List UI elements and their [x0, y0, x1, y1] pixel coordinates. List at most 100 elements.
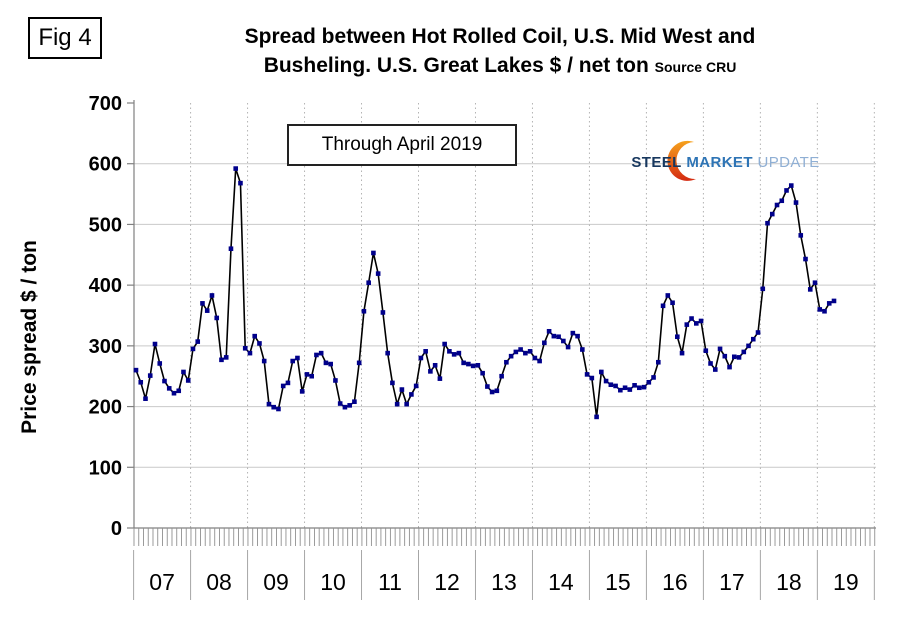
data-point — [736, 355, 742, 360]
data-point — [779, 198, 785, 204]
data-point — [304, 372, 310, 377]
data-point — [670, 300, 675, 306]
data-point — [608, 382, 614, 388]
x-year-label: 17 — [719, 569, 745, 595]
data-point — [760, 286, 766, 292]
logo-crescent-icon — [667, 140, 696, 181]
y-tick-label: 700 — [89, 93, 122, 115]
data-point — [238, 180, 243, 186]
data-point — [466, 361, 471, 367]
data-point — [803, 256, 808, 262]
data-point — [708, 361, 713, 366]
data-point — [428, 369, 433, 374]
data-point — [594, 414, 599, 420]
data-point — [774, 202, 780, 208]
data-point — [399, 387, 405, 392]
figure-number-box: Fig 4 — [28, 17, 102, 59]
data-point — [489, 389, 495, 395]
y-tick-label: 0 — [111, 518, 122, 540]
data-point — [575, 333, 580, 339]
x-year-label: 10 — [320, 569, 346, 595]
data-point — [152, 341, 158, 347]
data-point — [228, 246, 234, 252]
year-cell-separators — [133, 550, 875, 600]
x-year-label: 08 — [206, 569, 232, 595]
y-axis-title: Price spread $ / ton — [18, 240, 41, 434]
y-tick-label: 400 — [89, 275, 122, 297]
data-point — [513, 349, 519, 355]
data-point — [257, 341, 262, 346]
data-point — [589, 375, 595, 381]
data-point — [765, 220, 770, 226]
data-point — [390, 380, 395, 386]
data-point — [475, 362, 481, 368]
data-point — [157, 361, 163, 366]
y-tick-label: 300 — [89, 336, 122, 358]
data-point — [181, 369, 186, 375]
data-point — [485, 384, 490, 389]
data-point — [679, 350, 685, 356]
x-year-label: 15 — [605, 569, 631, 595]
data-point — [204, 308, 210, 313]
data-point — [347, 403, 352, 408]
data-point — [176, 388, 182, 394]
data-point — [280, 383, 286, 389]
data-point — [342, 404, 348, 410]
data-point — [717, 346, 723, 352]
data-point — [143, 396, 148, 401]
steel-market-update-logo: STEEL MARKET UPDATE — [631, 139, 819, 185]
data-point — [632, 383, 637, 388]
data-point — [166, 386, 172, 391]
data-point — [622, 385, 628, 391]
data-point — [727, 364, 732, 370]
data-point — [162, 378, 167, 384]
data-point — [447, 349, 452, 354]
data-point — [309, 373, 314, 379]
data-point — [252, 333, 258, 339]
y-tick-label: 100 — [89, 457, 122, 479]
data-point — [209, 293, 215, 298]
data-point — [618, 387, 623, 393]
horizontal-gridlines — [134, 163, 876, 468]
data-point — [185, 378, 191, 383]
data-point — [603, 378, 609, 384]
data-point — [807, 287, 813, 292]
data-point — [480, 370, 485, 376]
data-point — [826, 301, 832, 306]
data-point — [299, 389, 305, 394]
data-point — [247, 350, 253, 356]
data-point — [451, 352, 457, 357]
data-point — [190, 346, 196, 352]
x-year-label: 09 — [263, 569, 289, 595]
data-point — [223, 355, 229, 360]
data-point — [504, 359, 509, 365]
data-point — [675, 334, 680, 340]
data-point — [746, 343, 751, 349]
data-point — [689, 316, 694, 321]
data-point — [423, 349, 428, 354]
x-year-label: 07 — [149, 569, 175, 595]
data-point — [532, 355, 538, 361]
data-point — [333, 378, 338, 383]
data-point — [380, 310, 386, 315]
figure-number-label: Fig 4 — [38, 24, 92, 51]
data-point — [703, 348, 709, 354]
data-point — [271, 404, 276, 410]
data-point — [546, 328, 552, 334]
y-tick-labels: 0 100 200 300 400 500 600 700 — [89, 93, 122, 540]
data-point — [242, 345, 248, 351]
data-point — [147, 373, 153, 378]
logo-text: STEEL MARKET UPDATE — [631, 139, 819, 185]
y-tick-label: 600 — [89, 154, 122, 176]
data-point — [831, 298, 837, 304]
x-year-label: 16 — [662, 569, 688, 595]
data-point — [356, 360, 362, 366]
data-point — [409, 392, 414, 397]
data-point — [442, 341, 447, 347]
data-point — [769, 211, 775, 217]
logo-word-market: MARKET — [686, 153, 753, 171]
data-point — [318, 350, 324, 356]
data-point — [285, 380, 291, 386]
data-point — [499, 373, 504, 379]
